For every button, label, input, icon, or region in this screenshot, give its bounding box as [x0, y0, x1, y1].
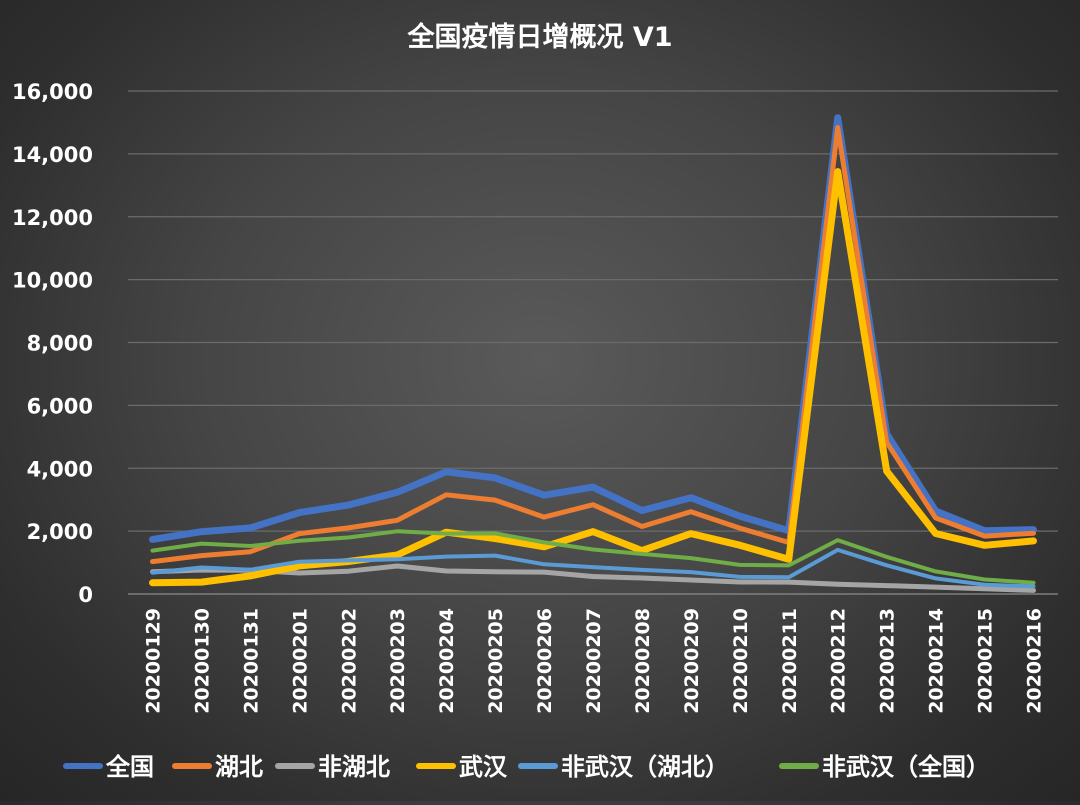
y-tick-label: 12,000	[12, 206, 93, 230]
x-tick-label: 20200212	[828, 608, 850, 714]
legend-label: 非湖北	[318, 753, 390, 781]
y-tick-label: 14,000	[12, 143, 93, 167]
series-line-1	[150, 125, 1036, 565]
x-tick-label: 20200206	[534, 608, 556, 714]
series-line-2	[150, 563, 1036, 593]
y-tick-label: 4,000	[27, 457, 93, 481]
x-tick-label: 20200211	[779, 608, 801, 714]
x-axis-ticks: 20200129 20200130 20200131 20200201 20200202…	[142, 608, 1045, 714]
x-tick-label: 20200215	[975, 608, 997, 714]
x-tick-label: 20200205	[485, 608, 507, 714]
x-tick-label: 20200204	[436, 608, 458, 714]
y-tick-label: 16,000	[12, 80, 93, 104]
y-tick-label: 0	[78, 583, 93, 607]
x-tick-label: 20200209	[681, 608, 703, 714]
chart-title: 全国疫情日增概况 V1	[406, 21, 672, 53]
series-line-0	[149, 114, 1037, 543]
legend: 全国 湖北 非湖北 武汉 非武汉（湖北） 非武汉（全国）	[63, 753, 990, 781]
x-tick-label: 20200129	[142, 608, 164, 714]
gridlines	[128, 90, 1058, 595]
x-tick-label: 20200131	[240, 608, 262, 714]
series-line-3	[149, 168, 1037, 587]
x-tick-label: 20200202	[338, 608, 360, 714]
y-tick-label: 8,000	[27, 332, 93, 356]
y-axis-ticks: 0 2,000 4,000 6,000 8,000 10,000 12,000 14,000 1…	[12, 80, 93, 607]
x-tick-label: 20200213	[877, 608, 899, 714]
legend-label: 非武汉（湖北）	[561, 753, 729, 781]
x-tick-label: 20200214	[926, 608, 948, 714]
series-lines	[149, 114, 1037, 593]
x-tick-label: 20200203	[387, 608, 409, 714]
x-tick-label: 20200208	[632, 608, 654, 714]
y-tick-label: 10,000	[12, 269, 93, 293]
legend-label: 非武汉（全国）	[822, 753, 990, 781]
legend-label: 武汉	[459, 753, 508, 781]
x-tick-label: 20200207	[583, 608, 605, 714]
y-tick-label: 6,000	[27, 394, 93, 418]
x-tick-label: 20200130	[191, 608, 213, 714]
legend-label: 全国	[105, 753, 154, 781]
series-line-5	[150, 529, 1036, 585]
series-line-4	[150, 547, 1036, 589]
y-tick-label: 2,000	[27, 520, 93, 544]
x-tick-label: 20200201	[289, 608, 311, 714]
legend-label: 湖北	[215, 753, 263, 781]
x-tick-label: 20200210	[730, 608, 752, 714]
x-tick-label: 20200216	[1024, 608, 1046, 714]
